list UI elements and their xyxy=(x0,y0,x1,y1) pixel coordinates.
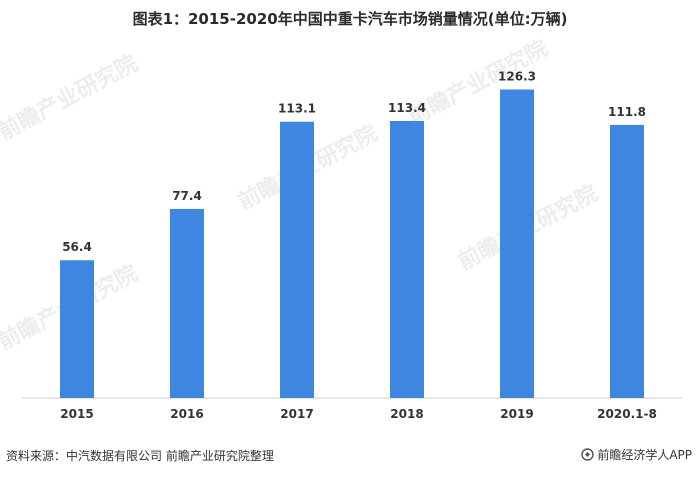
x-tick-label: 2020.1-8 xyxy=(597,407,657,421)
data-label: 111.8 xyxy=(608,105,646,119)
bar-2016 xyxy=(170,208,204,398)
brand-credit: 前瞻经济学人APP xyxy=(581,446,692,463)
data-label: 56.4 xyxy=(62,240,92,254)
bar-2015 xyxy=(60,260,94,398)
chart-title: 图表1：2015-2020年中国中重卡汽车市场销量情况(单位:万辆) xyxy=(132,10,568,28)
data-label: 113.4 xyxy=(388,101,426,115)
x-tick-label: 2017 xyxy=(280,407,313,421)
data-label: 113.1 xyxy=(278,102,316,116)
bar-2019 xyxy=(500,89,534,398)
bar-2020.1-8 xyxy=(610,124,644,399)
x-tick-label: 2016 xyxy=(170,407,203,421)
x-tick-label: 2015 xyxy=(60,407,93,421)
bar-chart: 56.4 2015 77.4 2016 113.1 2017 113.4 2018 126.3 2… xyxy=(22,69,682,421)
x-tick-label: 2018 xyxy=(390,407,423,421)
bar-2017 xyxy=(280,121,314,398)
data-label: 126.3 xyxy=(498,69,536,83)
data-label: 77.4 xyxy=(172,189,202,203)
brand-logo-icon xyxy=(581,448,595,461)
x-tick-label: 2019 xyxy=(500,407,533,421)
source-note: 资料来源：中汽数据有限公司 前瞻产业研究院整理 xyxy=(6,449,274,463)
bar-2018 xyxy=(390,120,424,398)
brand-text: 前瞻经济学人APP xyxy=(597,448,692,462)
